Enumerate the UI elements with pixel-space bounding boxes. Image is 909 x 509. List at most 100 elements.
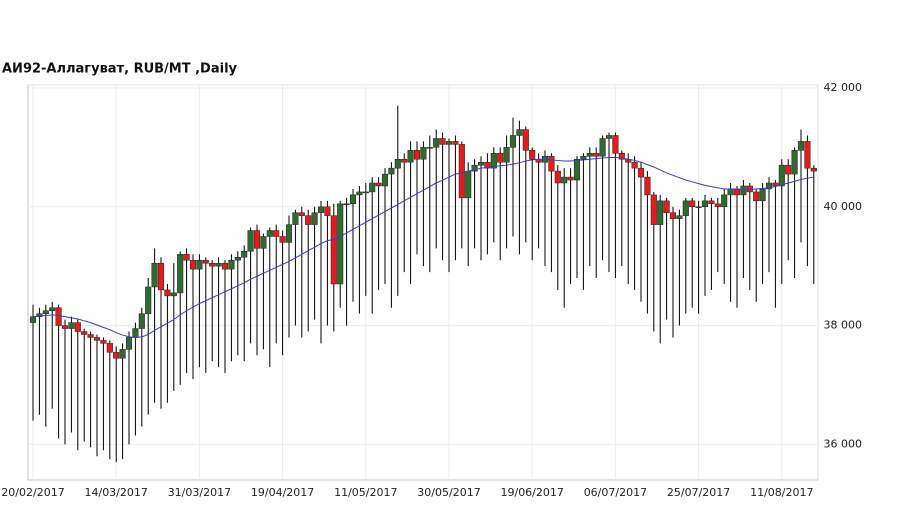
candle-body (132, 328, 139, 338)
candle-body (593, 153, 600, 157)
candle-body (356, 191, 363, 196)
candle-body (228, 259, 235, 270)
candle-body (298, 212, 305, 216)
candle-body (292, 212, 299, 225)
x-tick-label: 20/02/2017 (1, 486, 64, 499)
x-tick-label: 11/08/2017 (750, 486, 813, 499)
candle-body (573, 158, 581, 181)
candle-body (497, 153, 504, 163)
candle-body (503, 147, 510, 163)
candle-body (170, 292, 177, 297)
candle-body (631, 161, 638, 169)
candle-body (733, 188, 741, 196)
candle-body (61, 325, 69, 329)
candle-body (727, 188, 734, 196)
candle-body (177, 254, 184, 294)
candle-body (753, 191, 760, 202)
candle-body (522, 129, 529, 151)
candle-body (273, 230, 280, 237)
candle-body (209, 262, 216, 267)
moving-average-line (32, 156, 814, 338)
candle-body (234, 257, 241, 261)
candle-body (394, 158, 401, 169)
candle-body (247, 230, 254, 252)
candle-body (93, 337, 101, 341)
candle-body (221, 262, 229, 270)
candle-body (74, 322, 81, 332)
candle-body (586, 153, 593, 157)
candle-body (516, 129, 523, 136)
candle-body (452, 141, 459, 145)
candle-body (682, 200, 689, 216)
candle-body (407, 150, 414, 163)
candle-body (650, 194, 657, 225)
candle-body (68, 322, 75, 329)
candle-body (330, 215, 337, 285)
candle-body (701, 200, 709, 208)
candle-body (663, 200, 670, 213)
candle-body (810, 167, 817, 172)
candle-body (36, 313, 43, 317)
candle-body (618, 153, 625, 160)
candle-body (113, 352, 120, 359)
candle-body (689, 200, 696, 208)
candle-body (740, 185, 747, 196)
chart-title: АИ92-Аллагуват, RUB/MT ,Daily (2, 62, 238, 77)
candle-body (708, 200, 715, 205)
candle-body (529, 150, 536, 160)
candle-body (145, 286, 152, 314)
candle-body (401, 158, 408, 163)
candle-body (465, 170, 472, 199)
candle-body (305, 215, 312, 225)
x-tick-label: 25/07/2017 (667, 486, 730, 499)
candle-body (253, 230, 261, 249)
candle-body (241, 251, 248, 258)
candle-body (381, 173, 389, 187)
candle-body (657, 200, 664, 225)
candle-body (157, 262, 165, 291)
candle-body (215, 262, 222, 267)
candle-body (100, 340, 107, 344)
candle-body (362, 191, 369, 194)
candle-body (81, 331, 88, 335)
x-tick-label: 19/06/2017 (500, 486, 563, 499)
candle-body (490, 153, 497, 169)
candle-body (759, 188, 766, 202)
candle-body (183, 254, 190, 261)
candle-body (433, 138, 440, 148)
candle-body (797, 141, 805, 151)
candle-body (317, 206, 325, 213)
candle-body (266, 230, 273, 237)
candle-body (324, 206, 331, 216)
candle-body (612, 135, 619, 154)
candle-body (196, 259, 203, 270)
candle-body (772, 182, 779, 187)
candle-body (721, 194, 728, 208)
candle-body (561, 176, 568, 184)
candle-body (554, 170, 561, 184)
x-tick-label: 31/03/2017 (168, 486, 231, 499)
candle-body (260, 236, 267, 249)
candle-body (509, 135, 517, 148)
y-tick-label: 40 000 (824, 200, 863, 213)
candle-body (605, 135, 613, 139)
candle-body (202, 259, 209, 264)
candle-body (55, 307, 62, 326)
candle-body (151, 262, 158, 288)
candle-body (164, 289, 171, 297)
candle-body (778, 164, 785, 187)
candle-body (49, 307, 56, 311)
candle-body (644, 176, 651, 196)
candle-body (580, 156, 587, 160)
candle-body (637, 167, 645, 178)
candle-body (426, 147, 433, 149)
candle-body (804, 141, 811, 169)
x-tick-label: 19/04/2017 (251, 486, 314, 499)
candle-body (125, 337, 133, 350)
x-tick-label: 14/03/2017 (84, 486, 147, 499)
candle-body (189, 259, 197, 270)
candle-body (279, 236, 286, 243)
candle-body (106, 343, 113, 353)
candle-body (676, 215, 683, 219)
